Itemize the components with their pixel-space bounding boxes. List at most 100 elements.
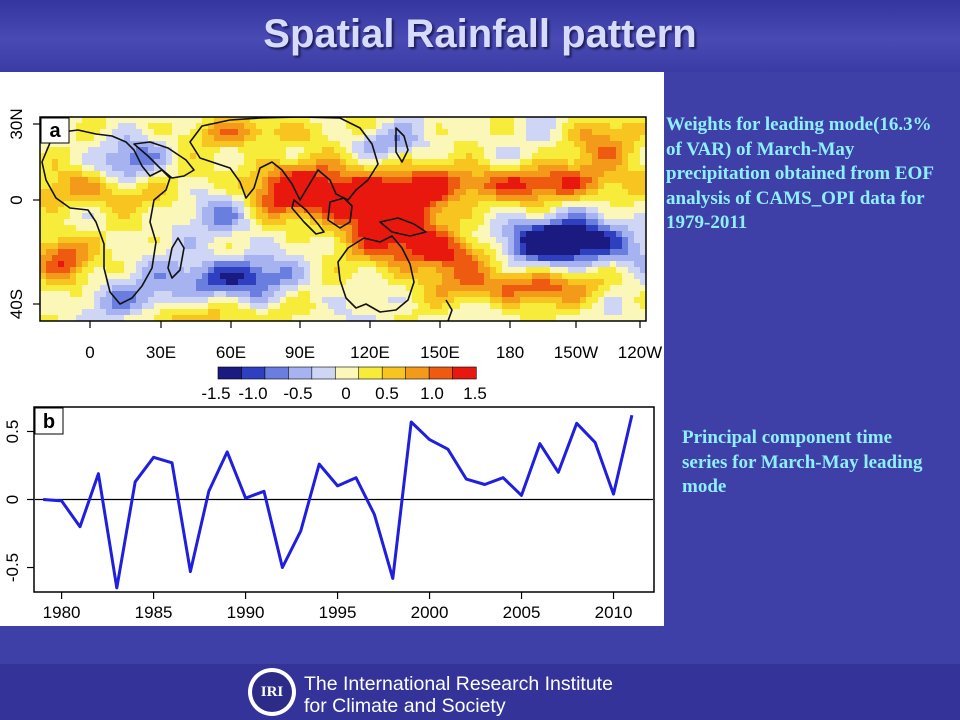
map-cell [220, 279, 227, 286]
map-cell [322, 159, 329, 166]
map-cell [82, 237, 89, 244]
map-cell [208, 153, 215, 160]
map-cell [352, 237, 359, 244]
map-cell [550, 219, 557, 226]
map-cell [544, 315, 551, 321]
map-cell [598, 315, 605, 321]
coastline-madagascar [167, 237, 185, 279]
map-cell [310, 141, 317, 148]
map-cell [154, 297, 161, 304]
map-cell [346, 141, 353, 148]
map-cell [490, 237, 497, 244]
map-cell [394, 117, 401, 124]
map-cell [76, 261, 83, 268]
map-cell [136, 255, 143, 262]
map-cell [154, 285, 161, 292]
map-cell [226, 195, 233, 202]
map-cell [598, 117, 605, 124]
map-cell [346, 171, 353, 178]
map-cell [268, 309, 275, 316]
map-cell [382, 165, 389, 172]
map-cell [340, 225, 347, 232]
map-cell [574, 159, 581, 166]
map-cell [70, 141, 77, 148]
map-cell [514, 117, 521, 124]
map-cell [406, 303, 413, 310]
map-cell [136, 147, 143, 154]
map-cell [604, 135, 611, 142]
map-cell [328, 225, 335, 232]
map-cell [484, 165, 491, 172]
coastline-japan [395, 127, 409, 163]
map-cell [508, 117, 515, 124]
map-cell [202, 255, 209, 262]
map-cell [310, 279, 317, 286]
map-cell [448, 189, 455, 196]
map-cell [484, 303, 491, 310]
map-cell [292, 285, 299, 292]
map-cell [628, 273, 635, 280]
map-cell [406, 183, 413, 190]
map-cell [400, 237, 407, 244]
map-cell [298, 213, 305, 220]
map-cell [556, 279, 563, 286]
map-cell [580, 231, 587, 238]
map-cell [76, 315, 83, 321]
map-cell [334, 255, 341, 262]
map-cell [340, 183, 347, 190]
map-cell [100, 177, 107, 184]
map-cell [268, 201, 275, 208]
map-cell [70, 123, 77, 130]
map-cell [52, 255, 59, 262]
map-cell [604, 267, 611, 274]
map-cell [418, 141, 425, 148]
map-cell [238, 297, 245, 304]
iri-logo[interactable]: IRI [248, 668, 296, 716]
map-cell [214, 303, 221, 310]
map-cell [568, 291, 575, 298]
map-cell [100, 231, 107, 238]
map-cell [364, 267, 371, 274]
map-cell [130, 117, 137, 124]
map-cell [484, 153, 491, 160]
map-cell [172, 171, 179, 178]
map-cell [436, 219, 443, 226]
map-cell [298, 153, 305, 160]
map-cell [376, 315, 383, 321]
map-cell [142, 123, 149, 130]
map-cell [448, 255, 455, 262]
map-cell [130, 153, 137, 160]
map-cell [160, 171, 167, 178]
map-cell [208, 237, 215, 244]
map-cell [424, 279, 431, 286]
map-cell [130, 129, 137, 136]
map-cell [286, 255, 293, 262]
map-cell [262, 207, 269, 214]
map-cell [496, 153, 503, 160]
map-cell [436, 189, 443, 196]
map-cell [334, 273, 341, 280]
map-cell [580, 309, 587, 316]
map-cell [382, 279, 389, 286]
map-cell [94, 165, 101, 172]
map-cell [484, 207, 491, 214]
map-cell [580, 273, 587, 280]
map-cell [442, 297, 449, 304]
map-cell [352, 117, 359, 124]
map-cell [388, 291, 395, 298]
map-cell [298, 243, 305, 250]
map-cell [520, 159, 527, 166]
map-cell [208, 219, 215, 226]
map-cell [490, 213, 497, 220]
map-cell [82, 213, 89, 220]
map-cell [448, 147, 455, 154]
map-cell [190, 291, 197, 298]
map-cell [400, 309, 407, 316]
map-cell [448, 315, 455, 321]
map-cell [220, 129, 227, 136]
map-cell [226, 267, 233, 274]
map-cell [478, 261, 485, 268]
map-cell [46, 201, 53, 208]
map-cell [496, 255, 503, 262]
